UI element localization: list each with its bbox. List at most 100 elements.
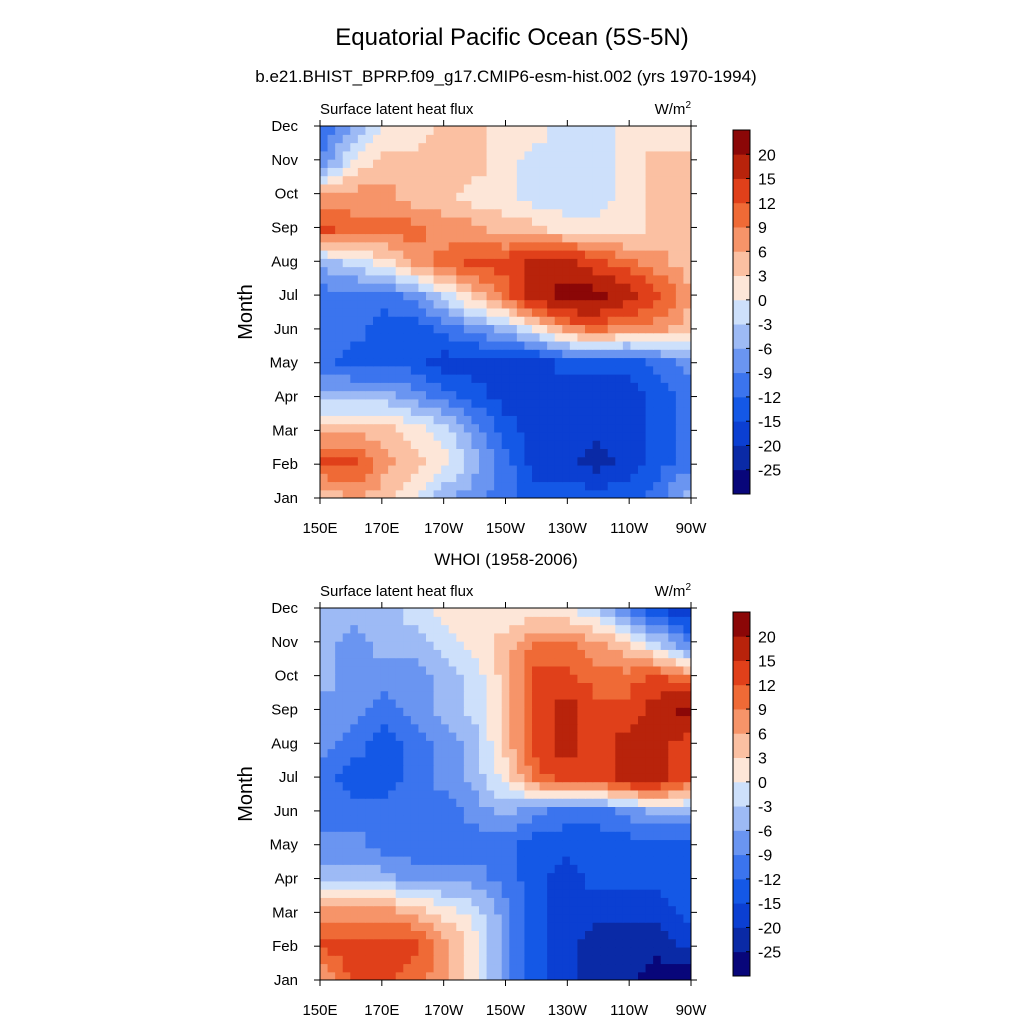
heatmap-cell bbox=[668, 913, 677, 923]
heatmap-cell bbox=[365, 624, 374, 634]
heatmap-cell bbox=[615, 175, 624, 185]
heatmap-cell bbox=[479, 657, 488, 667]
heatmap-cell bbox=[585, 390, 594, 400]
heatmap-cell bbox=[622, 715, 632, 725]
heatmap-cell bbox=[395, 781, 404, 791]
heatmap-cell bbox=[547, 946, 556, 956]
heatmap-cell bbox=[418, 963, 427, 973]
heatmap-cell bbox=[403, 357, 412, 367]
heatmap-cell bbox=[524, 674, 533, 683]
heatmap-cell bbox=[350, 167, 359, 177]
heatmap-cell bbox=[615, 641, 624, 650]
heatmap-cell bbox=[388, 608, 397, 617]
heatmap-cell bbox=[335, 781, 344, 791]
heatmap-cell bbox=[441, 340, 450, 350]
heatmap-cell bbox=[426, 440, 435, 449]
heatmap-cell bbox=[335, 142, 344, 152]
heatmap-cell bbox=[554, 913, 563, 923]
heatmap-cell bbox=[350, 192, 359, 201]
heatmap-cell bbox=[615, 814, 624, 824]
heatmap-cell bbox=[562, 922, 571, 931]
heatmap-cell bbox=[668, 748, 677, 758]
heatmap-cell bbox=[668, 415, 677, 425]
heatmap-cell bbox=[373, 781, 382, 791]
heatmap-cell bbox=[562, 175, 571, 185]
y-tick-label: Feb bbox=[272, 938, 298, 955]
heatmap-cell bbox=[675, 690, 685, 700]
heatmap-cell bbox=[403, 707, 412, 717]
heatmap-cell bbox=[607, 481, 616, 491]
heatmap-cell bbox=[532, 930, 541, 940]
heatmap-cell bbox=[320, 682, 329, 692]
heatmap-cell bbox=[585, 374, 594, 383]
heatmap-cell bbox=[630, 183, 639, 193]
heatmap-cell bbox=[320, 723, 329, 733]
heatmap-cell bbox=[463, 971, 473, 980]
heatmap-cell bbox=[577, 806, 586, 816]
heatmap-cell bbox=[577, 690, 586, 700]
heatmap-cell bbox=[410, 740, 420, 750]
heatmap-cell bbox=[569, 415, 579, 425]
heatmap-cell bbox=[622, 938, 632, 948]
heatmap-cell bbox=[365, 167, 374, 177]
heatmap-cell bbox=[532, 316, 541, 325]
heatmap-cell bbox=[562, 913, 571, 923]
heatmap-cell bbox=[683, 732, 691, 741]
heatmap-cell bbox=[494, 423, 503, 433]
x-tick-label: 170E bbox=[364, 1002, 399, 1019]
heatmap-cell bbox=[486, 922, 495, 931]
heatmap-cell bbox=[380, 415, 389, 425]
heatmap-cell bbox=[630, 175, 639, 185]
heatmap-cell bbox=[630, 382, 639, 392]
heatmap-cell bbox=[585, 781, 594, 791]
heatmap-cell bbox=[357, 756, 367, 766]
heatmap-cell bbox=[350, 955, 359, 965]
heatmap-cell bbox=[600, 715, 609, 725]
heatmap-cell bbox=[562, 266, 571, 276]
heatmap-cell bbox=[441, 756, 450, 766]
heatmap-cell bbox=[653, 473, 662, 483]
heatmap-cell bbox=[501, 831, 510, 841]
heatmap-cell bbox=[479, 773, 488, 783]
heatmap-cell bbox=[441, 748, 450, 758]
heatmap-cell bbox=[547, 357, 556, 367]
heatmap-cell bbox=[342, 632, 351, 642]
heatmap-cell bbox=[350, 216, 359, 226]
heatmap-cell bbox=[600, 971, 609, 980]
heatmap-cell bbox=[463, 889, 473, 898]
heatmap-cell bbox=[357, 707, 367, 717]
heatmap-cell bbox=[327, 889, 336, 898]
heatmap-cell bbox=[342, 674, 351, 683]
heatmap-cell bbox=[448, 423, 457, 433]
heatmap-cell bbox=[403, 765, 412, 774]
heatmap-cell bbox=[630, 938, 639, 948]
heatmap-cell bbox=[524, 707, 533, 717]
heatmap-cell bbox=[395, 822, 404, 832]
heatmap-cell bbox=[501, 905, 510, 915]
heatmap-cell bbox=[577, 332, 586, 342]
heatmap-cell bbox=[448, 283, 457, 292]
heatmap-cell bbox=[645, 922, 654, 931]
heatmap-cell bbox=[388, 831, 397, 841]
heatmap-cell bbox=[357, 922, 367, 931]
heatmap-cell bbox=[638, 765, 647, 774]
heatmap-cell bbox=[433, 897, 442, 907]
heatmap-cell bbox=[441, 464, 450, 474]
heatmap-cell bbox=[357, 473, 367, 483]
heatmap-cell bbox=[547, 765, 556, 774]
heatmap-cell bbox=[569, 682, 579, 692]
heatmap-cell bbox=[479, 431, 488, 441]
heatmap-cell bbox=[645, 258, 654, 268]
heatmap-cell bbox=[592, 748, 601, 758]
heatmap-cell bbox=[456, 616, 465, 626]
heatmap-cell bbox=[494, 448, 503, 458]
heatmap-cell bbox=[494, 225, 503, 235]
heatmap-cell bbox=[660, 332, 669, 342]
heatmap-cell bbox=[630, 971, 639, 980]
heatmap-cell bbox=[441, 608, 450, 617]
heatmap-cell bbox=[433, 423, 442, 433]
heatmap-cell bbox=[335, 307, 344, 317]
heatmap-cell bbox=[342, 872, 351, 882]
heatmap-cell bbox=[577, 847, 586, 857]
heatmap-cell bbox=[395, 423, 404, 433]
